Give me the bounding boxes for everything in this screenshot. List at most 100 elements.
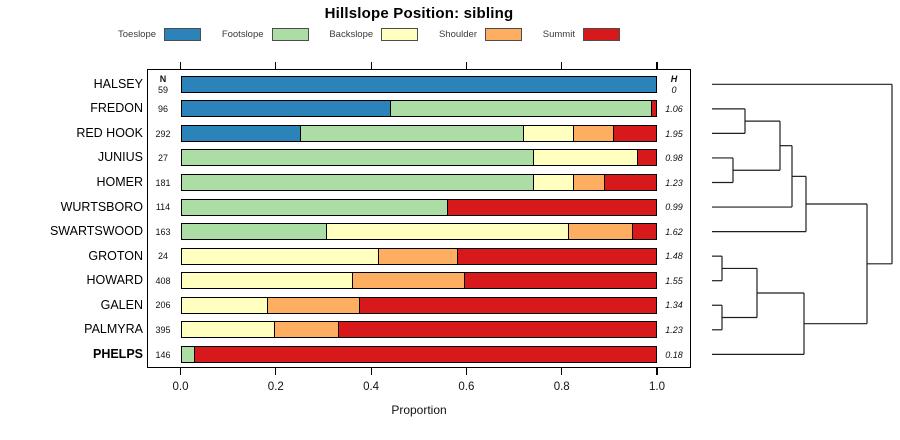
row-label-groton: GROTON [88, 248, 143, 263]
x-tick-bottom [275, 368, 277, 375]
row-label-howard: HOWARD [86, 273, 143, 288]
legend-label: Shoulder [438, 28, 477, 40]
n-value-homer: 181 [155, 177, 171, 188]
x-tick-top [656, 62, 658, 69]
legend-item-shoulder: Shoulder [438, 27, 522, 41]
bar-segment-footslope [181, 224, 327, 240]
x-tick-bottom [561, 368, 563, 375]
legend-label: Footslope [221, 28, 264, 40]
row-label-homer: HOMER [96, 175, 143, 189]
bar-segment-summit [603, 175, 656, 190]
row-label-fredon: FREDON [90, 101, 143, 116]
bar-groton [180, 247, 657, 265]
legend-label: Toeslope [118, 28, 157, 40]
bar-segment-shoulder [572, 175, 604, 190]
bar-palmyra [180, 321, 657, 339]
n-value-swartswood: 163 [155, 226, 171, 237]
bar-junius [180, 149, 657, 167]
bar-segment-summit [637, 150, 656, 166]
x-tick-top [465, 62, 467, 69]
h-value-galen: 1.34 [665, 300, 683, 311]
h-value-homer: 1.23 [665, 177, 683, 188]
legend-swatch-shoulder [484, 27, 522, 41]
bar-segment-footslope [181, 175, 533, 190]
bar-segment-footslope [300, 125, 524, 141]
bar-segment-backslope [181, 273, 353, 289]
legend-item-toeslope: Toeslope [118, 27, 202, 41]
h-value-halsey: 0 [671, 84, 677, 95]
bar-segment-backslope [532, 175, 573, 190]
bar-segment-shoulder [572, 125, 614, 141]
bar-segment-toeslope [181, 101, 391, 117]
n-value-howard: 408 [155, 275, 171, 286]
n-value-galen: 206 [155, 300, 171, 311]
bar-red-hook [180, 124, 657, 142]
legend-item-summit: Summit [542, 27, 620, 41]
bar-homer [180, 174, 657, 191]
bar-segment-footslope [181, 346, 195, 362]
bar-segment-summit [463, 273, 656, 289]
legend-item-backslope: Backslope [329, 27, 419, 41]
n-value-groton: 24 [157, 251, 168, 262]
row-label-galen: GALEN [100, 297, 143, 312]
row-label-wurtsboro: WURTSBORO [60, 199, 143, 214]
bar-segment-backslope [523, 125, 573, 141]
bar-segment-footslope [181, 199, 448, 215]
x-tick-label: 0.8 [553, 381, 570, 393]
legend-label: Summit [542, 28, 575, 40]
x-tick-top [561, 62, 563, 69]
bar-segment-summit [447, 199, 656, 215]
h-value-red-hook: 1.95 [665, 128, 683, 139]
x-tick-label: 0.6 [458, 381, 475, 393]
n-value-wurtsboro: 114 [155, 202, 171, 213]
bar-segment-backslope [326, 224, 569, 240]
row-label-red-hook: RED HOOK [76, 125, 143, 140]
h-value-fredon: 1.06 [665, 104, 683, 115]
n-value-fredon: 96 [157, 104, 168, 115]
h-value-wurtsboro: 0.99 [665, 202, 683, 213]
x-tick-bottom [656, 368, 658, 375]
h-value-howard: 1.55 [665, 275, 683, 286]
chart-title: Hillslope Position: sibling [324, 5, 514, 22]
n-value-phelps: 146 [155, 349, 171, 360]
row-label-halsey: HALSEY [93, 76, 143, 91]
legend-swatch-backslope [381, 27, 419, 41]
n-column-header: N [159, 73, 167, 84]
legend-swatch-summit [582, 27, 620, 41]
x-tick-label: 0.0 [172, 381, 189, 393]
bar-segment-summit [456, 248, 656, 264]
x-tick-bottom [370, 368, 372, 375]
x-axis-title: Proportion [391, 403, 447, 417]
x-tick-top [370, 62, 372, 69]
bar-howard [180, 272, 657, 290]
row-label-palmyra: PALMYRA [84, 322, 143, 337]
bar-segment-backslope [181, 297, 267, 313]
legend-label: Backslope [329, 28, 374, 40]
h-value-palmyra: 1.23 [665, 325, 683, 335]
bar-segment-summit [359, 297, 656, 313]
row-label-swartswood: SWARTSWOOD [49, 224, 143, 239]
bar-segment-shoulder [378, 248, 457, 264]
x-tick-label: 0.4 [363, 381, 380, 393]
bar-swartswood [180, 223, 657, 241]
bar-segment-shoulder [266, 297, 360, 313]
bar-segment-shoulder [274, 322, 339, 338]
bar-segment-backslope [532, 150, 637, 166]
bar-fredon [180, 100, 657, 118]
h-value-swartswood: 1.62 [665, 226, 683, 237]
bar-segment-shoulder [568, 224, 633, 240]
bar-segment-backslope [181, 322, 275, 338]
bar-galen [180, 296, 657, 314]
h-value-groton: 1.48 [665, 251, 683, 262]
bar-segment-toeslope [181, 76, 656, 92]
x-tick-label: 1.0 [649, 381, 665, 393]
legend-swatch-footslope [271, 27, 309, 41]
n-value-junius: 27 [157, 153, 168, 164]
x-tick-top [179, 62, 182, 69]
bar-segment-backslope [181, 248, 379, 264]
bar-phelps [180, 345, 657, 363]
x-tick-top [275, 62, 277, 69]
n-value-red-hook: 292 [155, 128, 171, 139]
